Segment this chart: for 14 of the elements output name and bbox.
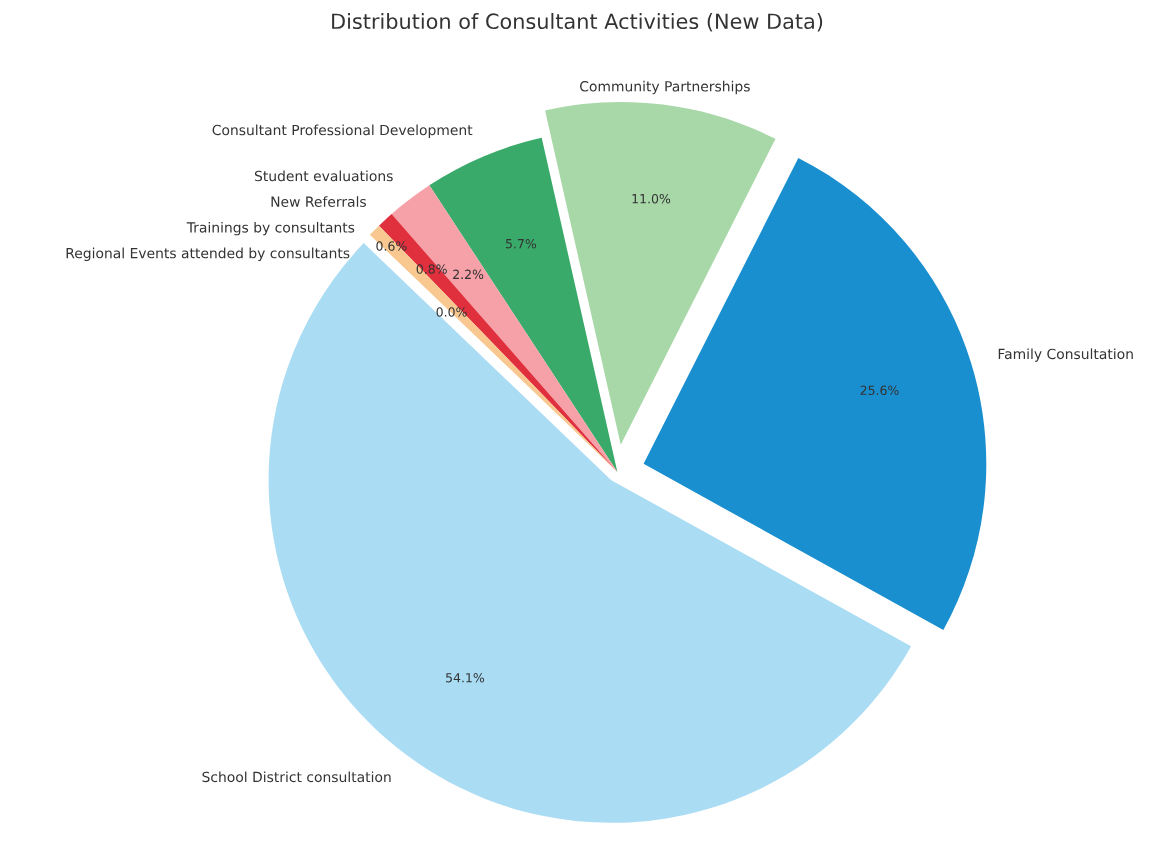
data-label: 25.6% (860, 385, 899, 395)
slice-label: School District consultation (202, 771, 391, 783)
data-label: 11.0% (632, 193, 671, 204)
slice-label: Trainings by consultants (186, 221, 355, 236)
slice-label: Community Partnerships (580, 80, 750, 95)
data-label: 5.7% (505, 238, 537, 249)
data-label: 54.1% (446, 672, 485, 683)
category-label: Regional Events attended by consultants (66, 247, 350, 262)
chart-title: Distribution of Consultant Activities (New Data) (332, 12, 823, 32)
data-label: 2.2% (453, 269, 484, 280)
slice-label: Student evaluations (254, 170, 393, 182)
slice-label: Consultant Professional Development (212, 124, 473, 138)
slice-label: Family Consultation (998, 348, 1133, 362)
slice-label: New Referrals (271, 196, 366, 207)
